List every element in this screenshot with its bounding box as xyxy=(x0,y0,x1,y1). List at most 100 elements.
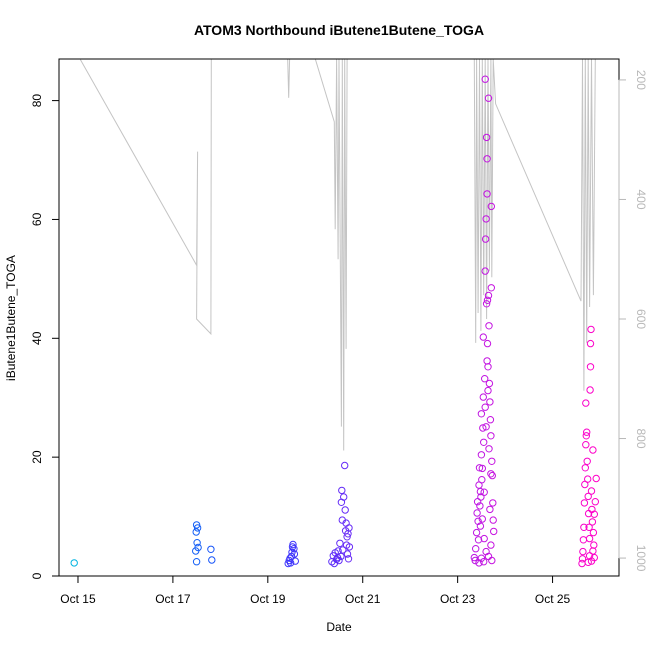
data-point xyxy=(343,533,351,541)
data-point xyxy=(481,375,489,383)
data-point xyxy=(486,416,495,424)
right-tick-label: 600 xyxy=(634,309,648,329)
data-point xyxy=(592,474,600,483)
data-point xyxy=(487,202,495,211)
data-point xyxy=(290,545,298,553)
data-point xyxy=(483,190,491,198)
data-point xyxy=(483,339,492,348)
data-point xyxy=(488,457,496,465)
data-point xyxy=(345,524,353,532)
data-point xyxy=(582,432,590,440)
data-point xyxy=(589,547,597,555)
data-point xyxy=(481,267,489,275)
y-tick-label: 60 xyxy=(30,212,44,226)
data-point xyxy=(478,515,486,523)
data-point xyxy=(289,540,297,549)
data-point xyxy=(580,523,588,531)
data-point xyxy=(488,556,496,565)
data-point xyxy=(481,235,490,243)
data-point xyxy=(470,553,478,562)
data-point xyxy=(484,291,493,300)
data-point xyxy=(478,476,486,484)
data-point xyxy=(585,534,594,543)
data-point xyxy=(590,510,598,518)
data-point xyxy=(337,552,345,561)
data-point xyxy=(476,522,485,530)
data-point xyxy=(484,363,492,371)
data-point xyxy=(208,556,216,564)
data-point xyxy=(586,386,594,394)
data-point xyxy=(583,428,591,436)
data-point xyxy=(481,403,489,411)
data-point xyxy=(482,215,490,223)
x-axis-label: Date xyxy=(326,620,352,634)
x-tick-label: Oct 21 xyxy=(345,592,381,606)
data-point xyxy=(591,498,599,506)
data-point xyxy=(480,488,488,496)
data-point xyxy=(486,505,494,514)
data-point xyxy=(480,438,488,446)
data-point xyxy=(483,357,491,365)
data-point xyxy=(474,517,482,525)
x-tick-label: Oct 17 xyxy=(155,592,191,606)
data-point xyxy=(482,423,490,431)
data-point xyxy=(479,393,487,401)
data-point xyxy=(480,534,488,543)
data-point xyxy=(483,296,492,304)
data-point-layer xyxy=(70,75,600,568)
data-point xyxy=(482,300,491,308)
x-tick-label: Oct 15 xyxy=(60,592,96,606)
data-point xyxy=(207,545,215,553)
data-point xyxy=(587,557,596,565)
x-tick-label: Oct 19 xyxy=(250,592,286,606)
data-point xyxy=(489,499,497,507)
data-point xyxy=(343,550,352,558)
data-point xyxy=(586,339,595,348)
data-point xyxy=(484,386,492,395)
data-point xyxy=(479,424,487,432)
data-point xyxy=(341,506,349,514)
data-point xyxy=(288,548,296,556)
data-point xyxy=(585,523,593,531)
y-tick-label: 20 xyxy=(30,450,44,464)
data-point xyxy=(192,547,200,555)
data-point xyxy=(578,555,587,563)
data-point xyxy=(192,528,200,536)
data-point xyxy=(475,464,484,472)
data-point xyxy=(474,536,483,544)
data-point xyxy=(590,541,598,549)
data-point xyxy=(579,547,587,556)
data-point xyxy=(583,457,591,465)
data-point xyxy=(487,432,495,440)
data-point xyxy=(580,499,589,507)
data-point xyxy=(588,518,597,526)
x-tick-label: Oct 23 xyxy=(440,592,476,606)
data-point xyxy=(476,502,484,510)
data-point xyxy=(584,492,592,501)
data-point xyxy=(482,133,491,142)
altitude-line-layer xyxy=(79,59,596,451)
y-tick-label: 80 xyxy=(30,94,44,108)
data-point xyxy=(485,445,493,453)
data-point xyxy=(193,524,202,532)
right-tick-label: 800 xyxy=(634,428,648,448)
data-point xyxy=(339,546,347,554)
data-point xyxy=(582,399,590,407)
data-point xyxy=(481,75,489,83)
data-point xyxy=(486,398,494,406)
right-tick-label: 400 xyxy=(634,189,648,209)
data-point xyxy=(193,539,201,547)
data-point xyxy=(335,556,343,565)
right-tick-label: 1000 xyxy=(634,545,648,572)
data-point xyxy=(471,556,479,565)
altitude-line xyxy=(79,59,596,451)
data-point xyxy=(587,325,595,334)
data-point xyxy=(476,487,485,496)
data-point xyxy=(344,555,353,563)
data-point xyxy=(473,509,481,517)
data-point xyxy=(472,545,480,553)
data-point xyxy=(192,521,201,529)
right-tick-label: 200 xyxy=(634,70,648,90)
y-axis-label: iButene1Butene_TOGA xyxy=(4,255,18,381)
